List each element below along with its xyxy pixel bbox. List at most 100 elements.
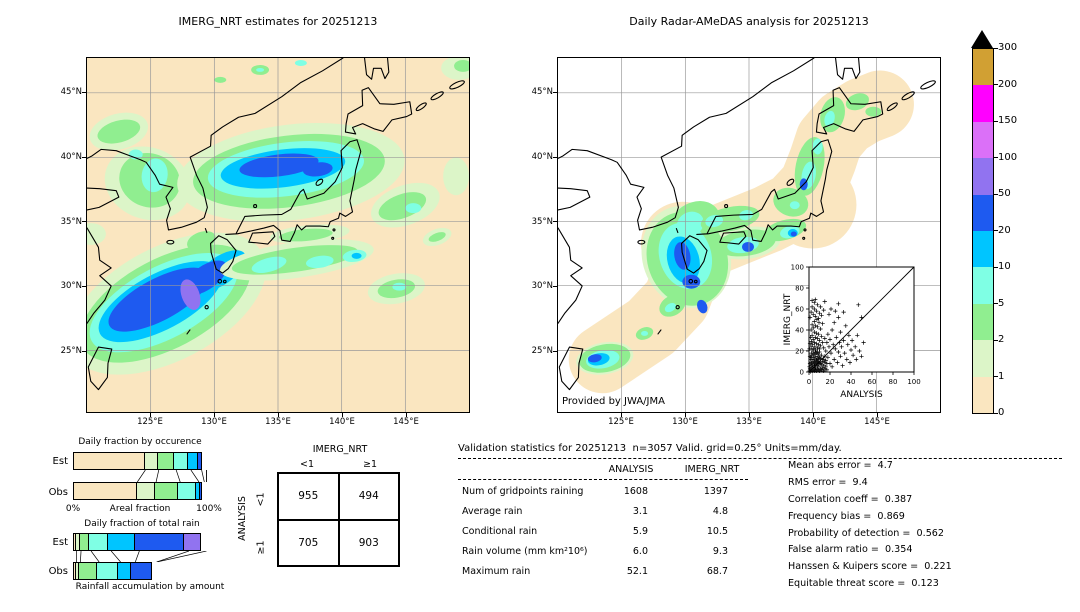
data-credit: Provided by JWA/JMA: [562, 396, 665, 407]
svg-text:0: 0: [807, 378, 811, 386]
colorbar-tick: [994, 120, 998, 122]
left-map-lon-label: 140°E: [329, 417, 355, 427]
right-map-lat-label: 30°N: [531, 281, 553, 291]
lon-tick: [150, 413, 151, 417]
inset-x-label: ANALYSIS: [840, 390, 883, 400]
right-map-lat-label: 25°N: [531, 346, 553, 356]
score-list: Mean abs error = 4.7 RMS error = 9.4 Corre…: [788, 460, 1068, 595]
colorbar-segment: [973, 376, 993, 414]
lat-tick: [82, 350, 86, 352]
validation-row: Num of gridpoints raining 1608 1397: [462, 486, 728, 497]
colorbar-tick-label: 1: [998, 370, 1005, 382]
svg-text:20: 20: [795, 348, 804, 356]
lat-tick: [82, 285, 86, 287]
bar-segment: [107, 533, 136, 551]
total-rain-connectors: [75, 551, 207, 562]
right-map-lon-label: 130°E: [672, 417, 698, 427]
colorbar-tick: [994, 157, 998, 158]
contingency-row-group: ANALYSIS: [237, 496, 248, 541]
bar-segment: [182, 533, 201, 551]
colorbar-segment: [973, 121, 993, 159]
score-row: Mean abs error = 4.7: [788, 460, 893, 471]
bar-segment: [78, 562, 98, 580]
svg-text:40: 40: [795, 327, 804, 335]
colorbar-tick-label: 10: [998, 261, 1011, 272]
colorbar-segment: [973, 194, 993, 232]
bar-segment: [73, 482, 138, 500]
svg-text:100: 100: [791, 264, 804, 272]
validation-row: Conditional rain 5.9 10.5: [462, 526, 728, 537]
colorbar-tick: [994, 303, 998, 304]
lat-tick: [553, 156, 557, 158]
validation-row: Maximum rain 52.1 68.7: [462, 566, 728, 577]
divider: [458, 458, 1062, 459]
imerg-map-canvas: [87, 58, 469, 412]
left-map-lon-label: 125°E: [137, 417, 163, 427]
left-map-lon-label: 145°E: [393, 417, 419, 427]
total-rain-x-label: Rainfall accumulation by amount: [75, 582, 225, 592]
bar-segment: [144, 452, 158, 470]
left-map-lat-label: 40°N: [60, 152, 82, 162]
right-map-lon-label: 135°E: [736, 417, 762, 427]
score-row: False alarm ratio = 0.354: [788, 544, 913, 556]
score-row: Correlation coeff = 0.387: [788, 493, 913, 505]
bar-segment: [130, 562, 152, 580]
right-map-lon-label: 140°E: [800, 417, 826, 427]
bar-segment: [96, 562, 118, 580]
colorbar-tick-label: 200: [998, 78, 1018, 90]
score-row: Frequency bias = 0.869: [788, 510, 905, 522]
left-map-lat-label: 25°N: [60, 346, 82, 356]
score-row: Probability of detection = 0.562: [788, 527, 945, 539]
divider: [458, 479, 748, 480]
validation-row: Average rain 3.1 4.8: [462, 506, 728, 517]
lat-tick: [553, 221, 557, 222]
colorbar-tick-label: 2: [998, 334, 1005, 345]
contingency-row-label-lt1: <1: [255, 492, 267, 507]
colorbar-tick: [994, 339, 998, 341]
left-map-lat-label: 35°N: [60, 216, 82, 227]
svg-text:40: 40: [847, 378, 856, 386]
bar-segment: [136, 482, 156, 500]
validation-title: Validation statistics for 20251213 n=305…: [458, 443, 842, 454]
contingency-row-label-ge1: ≥1: [255, 540, 267, 555]
occurrence-est-label: Est: [52, 456, 68, 467]
colorbar-tick-label: 50: [998, 188, 1011, 199]
inset-y-label: IMERG_NRT: [783, 293, 793, 345]
colorbar-segment: [973, 85, 993, 122]
lon-tick: [749, 413, 750, 417]
right-map-lon-label: 145°E: [864, 417, 890, 427]
svg-text:60: 60: [868, 378, 877, 386]
bar-segment: [73, 452, 146, 470]
colorbar-segment: [973, 267, 993, 304]
colorbar-tick: [994, 230, 998, 231]
occurrence-x-label: Areal fraction: [109, 504, 171, 514]
lat-tick: [82, 221, 86, 222]
bar-segment: [88, 533, 109, 551]
lon-tick: [813, 413, 814, 417]
lon-tick: [406, 413, 407, 417]
left-map-lon-label: 135°E: [265, 417, 291, 427]
colorbar-segment: [973, 158, 993, 195]
validation-row: Rain volume (mm km²10⁶) 6.0 9.3: [462, 546, 728, 557]
contingency-col-group: IMERG_NRT: [312, 444, 368, 455]
lon-tick: [621, 413, 622, 417]
svg-text:80: 80: [889, 378, 898, 386]
colorbar: [972, 48, 994, 414]
validation-rows: Num of gridpoints raining 1608 1397 Average…: [458, 482, 758, 582]
svg-text:20: 20: [826, 378, 835, 386]
left-map-title: IMERG_NRT estimates for 20251213: [178, 15, 378, 28]
svg-text:80: 80: [795, 285, 804, 293]
bar-segment: [196, 452, 202, 470]
contingency-cell: 494: [338, 473, 399, 520]
svg-text:60: 60: [795, 306, 804, 314]
lon-tick: [685, 413, 686, 417]
imerg-precip-blobs: [87, 58, 469, 375]
bar-segment: [173, 452, 188, 470]
colorbar-tick: [994, 193, 998, 195]
total-rain-est-bar: [73, 533, 207, 551]
colorbar-tick-label: 300: [998, 42, 1018, 53]
occurrence-x-max: 100%: [196, 504, 222, 514]
colorbar-segment: [973, 231, 993, 268]
scatter-inset: 00 20 20 40 40 60 60 80 80 100 100 ANALYSIS IMERG_NR…: [783, 264, 921, 401]
